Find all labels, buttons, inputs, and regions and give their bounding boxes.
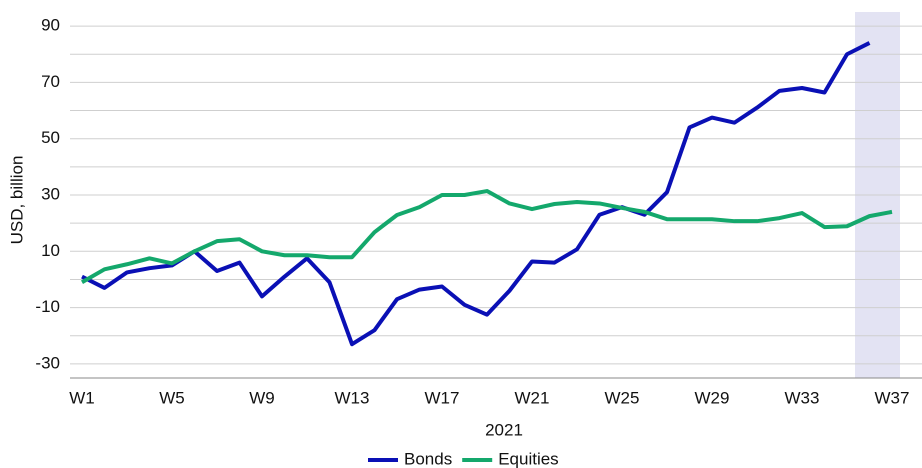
x-tick-label: W25: [605, 388, 640, 407]
x-tick-label: W21: [515, 388, 550, 407]
x-axis-title: 2021: [485, 420, 523, 439]
y-axis-title: USD, billion: [7, 156, 26, 245]
line-series: [81, 189, 893, 285]
x-tick-label: W37: [875, 388, 910, 407]
x-tick-label: W33: [785, 388, 820, 407]
y-tick-label: -10: [35, 297, 60, 316]
x-tick-label: W29: [695, 388, 730, 407]
x-tick-label: W1: [69, 388, 95, 407]
y-tick-label: 30: [41, 184, 60, 203]
legend-label: Equities: [498, 449, 558, 468]
x-tick-label: W17: [425, 388, 460, 407]
x-tick-label: W9: [249, 388, 275, 407]
legend-label: Bonds: [404, 449, 452, 468]
line-series: [81, 41, 871, 347]
y-tick-label: 50: [41, 128, 60, 147]
y-tick-label: 90: [41, 16, 60, 35]
y-tick-label: 70: [41, 72, 60, 91]
y-tick-label: 10: [41, 241, 60, 260]
x-tick-label: W5: [159, 388, 185, 407]
y-tick-label: -30: [35, 353, 60, 372]
x-tick-label: W13: [335, 388, 370, 407]
